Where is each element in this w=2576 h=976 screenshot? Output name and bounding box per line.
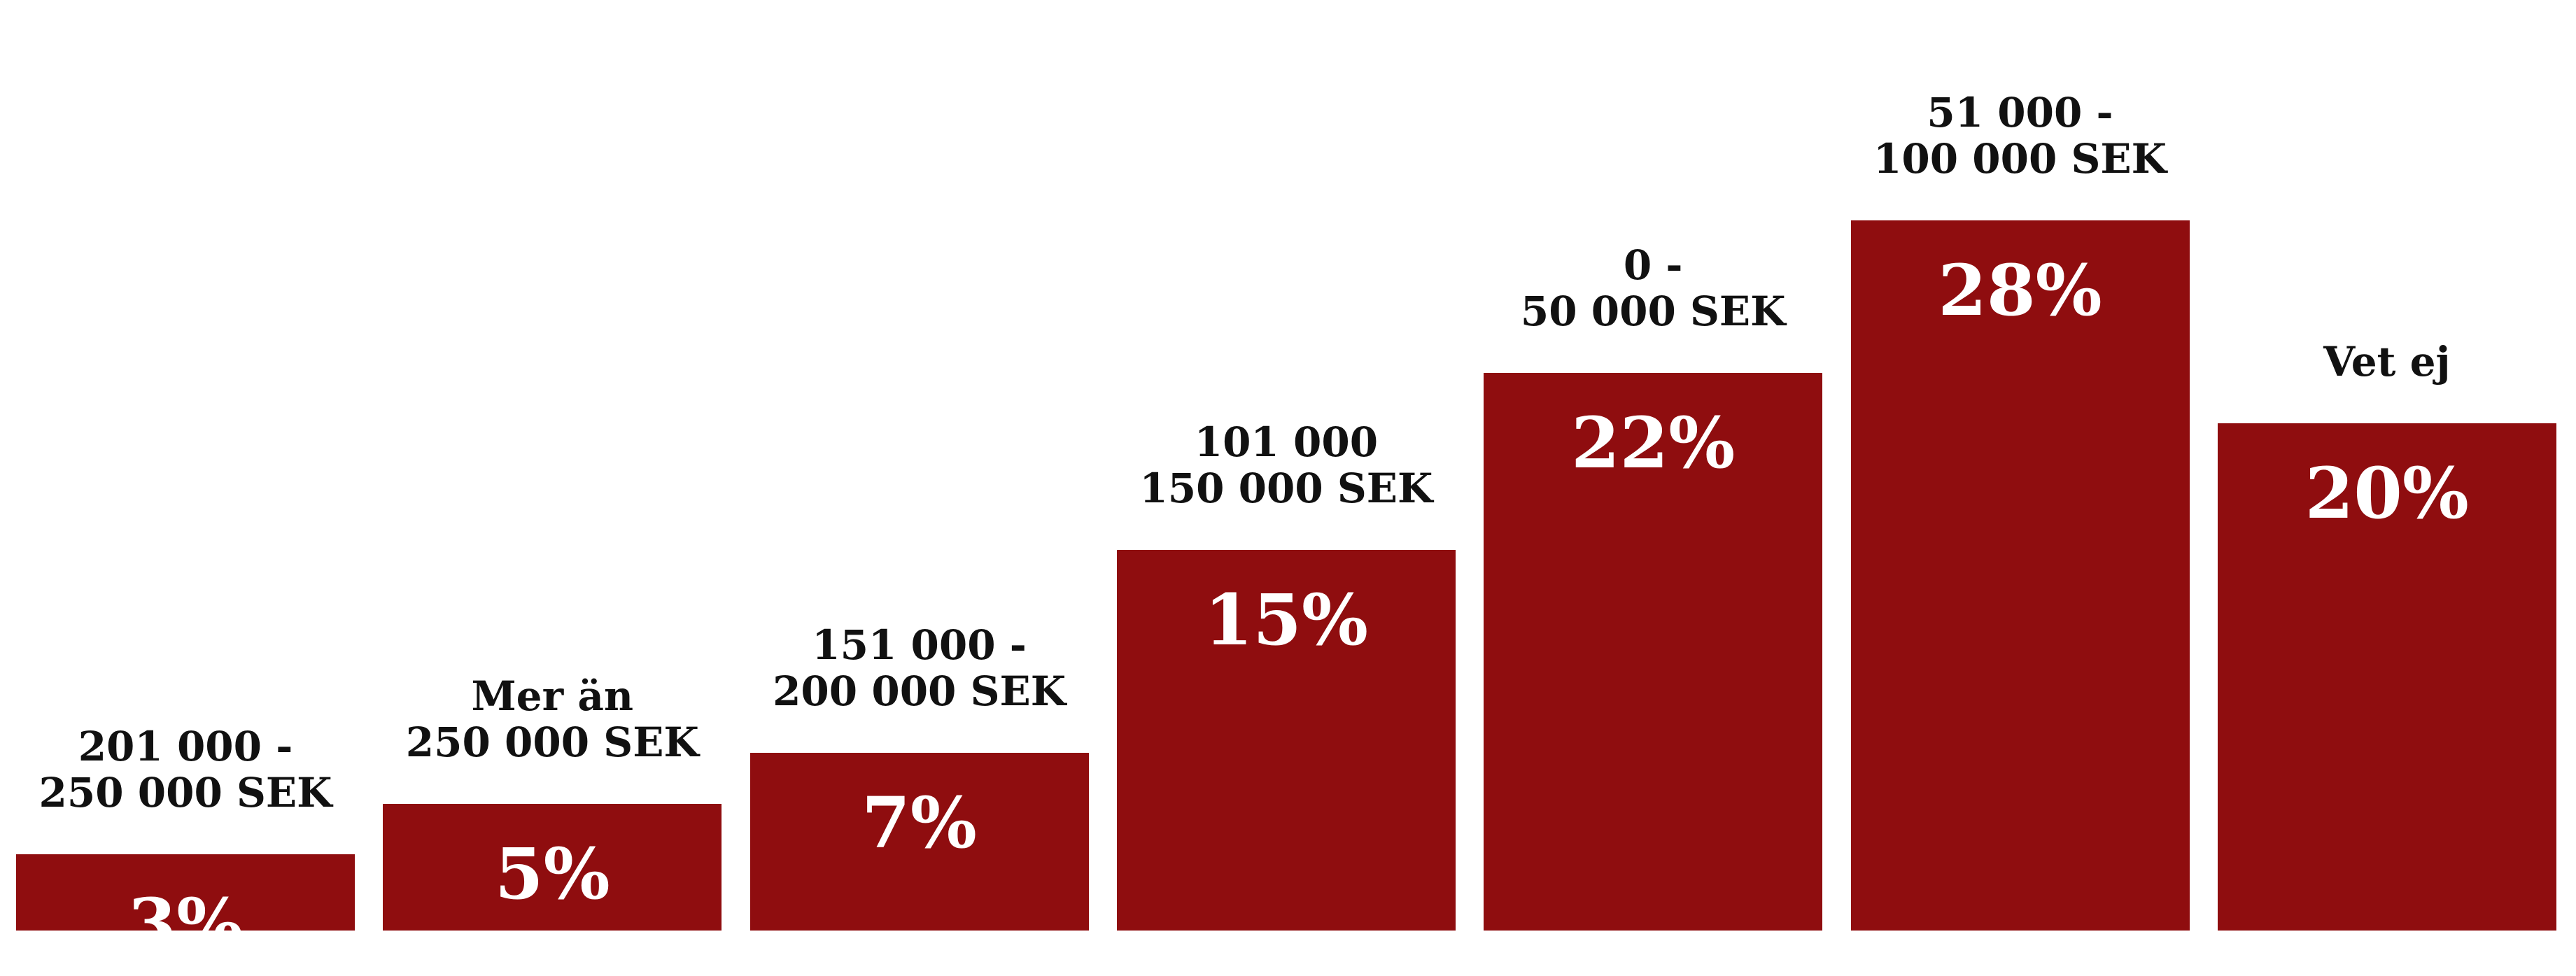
value-label: 20% <box>2304 452 2469 535</box>
value-label: 7% <box>861 781 977 865</box>
category-label: 51 000 - 100 000 SEK <box>1873 89 2167 183</box>
category-label: 101 000 150 000 SEK <box>1139 418 1433 513</box>
bar <box>383 803 722 931</box>
category-label: 151 000 - 200 000 SEK <box>773 621 1067 716</box>
category-label: Mer än 250 000 SEK <box>405 672 699 766</box>
category-label: 0 - 50 000 SEK <box>1520 241 1786 335</box>
bar <box>1850 220 2190 931</box>
bar <box>16 854 355 931</box>
value-label: 15% <box>1204 579 1368 662</box>
value-label: 22% <box>1571 401 1736 484</box>
value-label: 3% <box>127 883 244 966</box>
bar <box>1116 550 1456 931</box>
bar <box>749 753 1089 931</box>
bar <box>2217 423 2556 931</box>
bar <box>1484 372 1823 931</box>
value-label: 28% <box>1938 249 2102 332</box>
value-label: 5% <box>494 832 610 915</box>
category-label: 201 000 - 250 000 SEK <box>38 723 332 817</box>
category-label: Vet ej <box>2323 338 2451 386</box>
